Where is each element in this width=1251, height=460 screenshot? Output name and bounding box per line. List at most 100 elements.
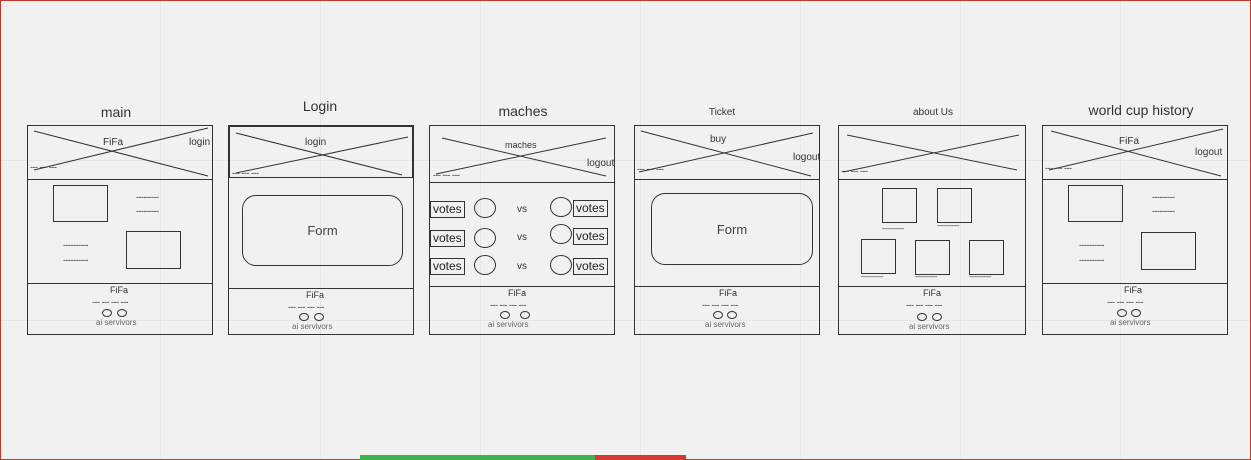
image-placeholder-cross — [638, 130, 814, 177]
vote-button-away[interactable]: votes — [573, 200, 608, 217]
image-box — [1141, 232, 1196, 270]
footer-nav[interactable]: --- --- --- --- — [490, 300, 526, 310]
text-line: --------- — [1152, 206, 1175, 216]
image-placeholder-cross — [33, 127, 209, 177]
text-line: --------- — [136, 206, 159, 216]
wireframe-login[interactable]: login --- --- --- Form FiFa --- --- --- … — [228, 125, 414, 335]
team-logo-away — [550, 197, 572, 217]
team-member-photo — [915, 240, 950, 275]
footer: FiFa --- --- --- --- ai servivors — [28, 283, 212, 334]
text-line: ---------- — [1079, 240, 1104, 250]
wireframe-title-login: Login — [302, 98, 338, 114]
social-icon[interactable] — [500, 311, 510, 319]
wireframe-matches[interactable]: maches logout --- --- --- votes vs votes… — [429, 125, 615, 335]
header-placeholder: --- --- --- — [839, 126, 1025, 180]
buy-link[interactable]: buy — [710, 134, 727, 145]
footer-brand: FiFa — [1124, 285, 1142, 295]
vs-label: vs — [517, 232, 527, 243]
footer-brand: FiFa — [719, 288, 737, 298]
text-line: --------- — [136, 192, 159, 202]
header-placeholder: FiFa login --- --- --- — [28, 126, 212, 180]
header-placeholder: buy logout --- --- --- — [635, 126, 821, 180]
header-placeholder: FiFa logout --- --- --- — [1043, 126, 1227, 180]
footer: FiFa --- --- --- --- ai servivors — [1043, 283, 1227, 334]
header-label: maches — [505, 140, 537, 150]
nav-links[interactable]: --- --- --- — [637, 164, 664, 174]
social-icon[interactable] — [299, 313, 309, 321]
wireframe-title-about: about Us — [912, 107, 954, 118]
footer-subtitle: ai servivors — [292, 322, 333, 331]
vote-button-home[interactable]: votes — [430, 230, 465, 247]
progress-bar-red — [595, 455, 686, 460]
wireframe-title-matches: maches — [498, 103, 548, 119]
vote-button-away[interactable]: votes — [573, 228, 608, 245]
wireframe-about[interactable]: --- --- --- ------------ ------------ --… — [838, 125, 1026, 335]
footer-brand: FiFa — [110, 285, 128, 295]
social-icon[interactable] — [932, 313, 942, 321]
vs-label: vs — [517, 261, 527, 272]
footer-nav[interactable]: --- --- --- --- — [1107, 297, 1143, 307]
team-member-photo — [937, 188, 972, 223]
image-placeholder-cross — [842, 134, 1020, 173]
header-placeholder: maches logout --- --- --- — [430, 126, 614, 183]
footer-subtitle: ai servivors — [909, 322, 950, 331]
vote-button-home[interactable]: votes — [430, 201, 465, 218]
team-logo-home — [474, 255, 496, 275]
footer: FiFa --- --- --- --- ai servivors — [229, 288, 413, 334]
nav-links[interactable]: --- --- --- — [1045, 163, 1072, 173]
team-member-caption: ------------ — [937, 223, 959, 230]
team-logo-away — [550, 224, 572, 244]
footer-subtitle: ai servivors — [705, 320, 746, 329]
logout-link[interactable]: logout — [1195, 147, 1223, 158]
nav-links[interactable]: --- --- --- — [232, 168, 259, 178]
footer-nav[interactable]: --- --- --- --- — [702, 300, 738, 310]
social-icon[interactable] — [1131, 309, 1141, 317]
wireframe-ticket[interactable]: buy logout --- --- --- Form FiFa --- ---… — [634, 125, 820, 335]
login-form[interactable]: Form — [242, 195, 403, 266]
wireframe-main[interactable]: FiFa login --- --- --- --------- -------… — [27, 125, 213, 335]
social-icon[interactable] — [1117, 309, 1127, 317]
team-member-caption: ------------ — [882, 226, 904, 233]
nav-links[interactable]: --- --- --- — [841, 166, 868, 176]
social-icon[interactable] — [117, 309, 127, 317]
social-icon[interactable] — [102, 309, 112, 317]
image-placeholder-cross — [435, 137, 607, 177]
social-icon[interactable] — [314, 313, 324, 321]
social-icon[interactable] — [727, 311, 737, 319]
progress-bar-green — [360, 455, 595, 460]
footer-nav[interactable]: --- --- --- --- — [288, 302, 324, 312]
footer-nav[interactable]: --- --- --- --- — [906, 300, 942, 310]
text-line: ---------- — [63, 240, 88, 250]
vote-button-home[interactable]: votes — [430, 258, 465, 275]
wireframe-title-main: main — [100, 104, 132, 120]
team-member-caption: ------------ — [861, 274, 883, 281]
wireframe-history[interactable]: FiFa logout --- --- --- --------- ------… — [1042, 125, 1228, 335]
logout-link[interactable]: logout — [587, 158, 615, 169]
image-placeholder-cross — [235, 132, 409, 176]
footer-nav[interactable]: --- --- --- --- — [92, 297, 128, 307]
team-member-photo — [969, 240, 1004, 275]
text-line: --------- — [1152, 192, 1175, 202]
nav-links[interactable]: --- --- --- — [30, 162, 57, 172]
team-logo-away — [550, 255, 572, 275]
logout-link[interactable]: logout — [793, 152, 821, 163]
footer-brand: FiFa — [306, 290, 324, 300]
team-logo-home — [474, 228, 496, 248]
image-box — [1068, 185, 1123, 222]
footer-brand: FiFa — [923, 288, 941, 298]
image-box — [126, 231, 181, 269]
social-icon[interactable] — [520, 311, 530, 319]
nav-links[interactable]: --- --- --- — [433, 170, 460, 180]
header-placeholder: login --- --- --- — [229, 126, 413, 178]
login-link[interactable]: login — [189, 137, 211, 148]
team-logo-home — [474, 198, 496, 218]
vote-button-away[interactable]: votes — [573, 258, 608, 275]
team-member-photo — [882, 188, 917, 223]
team-member-caption: ------------ — [915, 274, 937, 281]
footer-subtitle: ai servivors — [488, 320, 529, 329]
ticket-form[interactable]: Form — [651, 193, 813, 265]
social-icon[interactable] — [917, 313, 927, 321]
team-member-caption: ------------ — [969, 274, 991, 281]
text-line: ---------- — [63, 255, 88, 265]
social-icon[interactable] — [713, 311, 723, 319]
